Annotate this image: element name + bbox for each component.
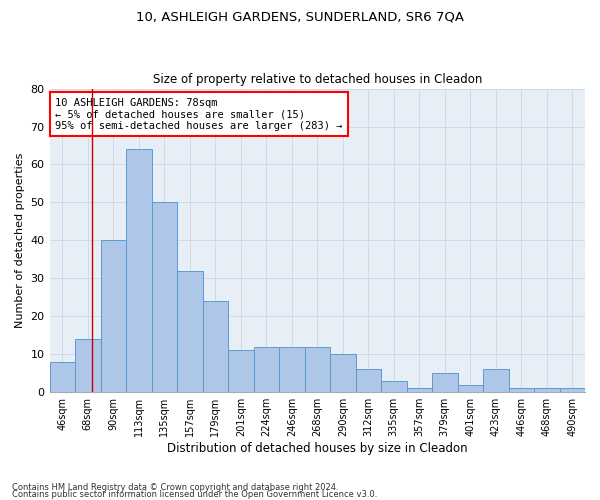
Bar xyxy=(228,350,254,392)
Bar xyxy=(101,240,126,392)
Y-axis label: Number of detached properties: Number of detached properties xyxy=(15,152,25,328)
Bar xyxy=(483,370,509,392)
X-axis label: Distribution of detached houses by size in Cleadon: Distribution of detached houses by size … xyxy=(167,442,467,455)
Bar xyxy=(254,346,279,392)
Bar xyxy=(305,346,330,392)
Bar xyxy=(177,270,203,392)
Bar xyxy=(381,381,407,392)
Text: 10 ASHLEIGH GARDENS: 78sqm
← 5% of detached houses are smaller (15)
95% of semi-: 10 ASHLEIGH GARDENS: 78sqm ← 5% of detac… xyxy=(55,98,343,131)
Bar xyxy=(152,202,177,392)
Bar xyxy=(458,384,483,392)
Bar xyxy=(126,150,152,392)
Bar xyxy=(560,388,585,392)
Bar xyxy=(534,388,560,392)
Bar xyxy=(356,370,381,392)
Text: Contains public sector information licensed under the Open Government Licence v3: Contains public sector information licen… xyxy=(12,490,377,499)
Bar xyxy=(75,339,101,392)
Bar xyxy=(509,388,534,392)
Text: 10, ASHLEIGH GARDENS, SUNDERLAND, SR6 7QA: 10, ASHLEIGH GARDENS, SUNDERLAND, SR6 7Q… xyxy=(136,10,464,23)
Bar xyxy=(279,346,305,392)
Bar xyxy=(330,354,356,392)
Title: Size of property relative to detached houses in Cleadon: Size of property relative to detached ho… xyxy=(152,73,482,86)
Bar xyxy=(50,362,75,392)
Bar xyxy=(407,388,432,392)
Bar xyxy=(203,301,228,392)
Text: Contains HM Land Registry data © Crown copyright and database right 2024.: Contains HM Land Registry data © Crown c… xyxy=(12,484,338,492)
Bar xyxy=(432,373,458,392)
